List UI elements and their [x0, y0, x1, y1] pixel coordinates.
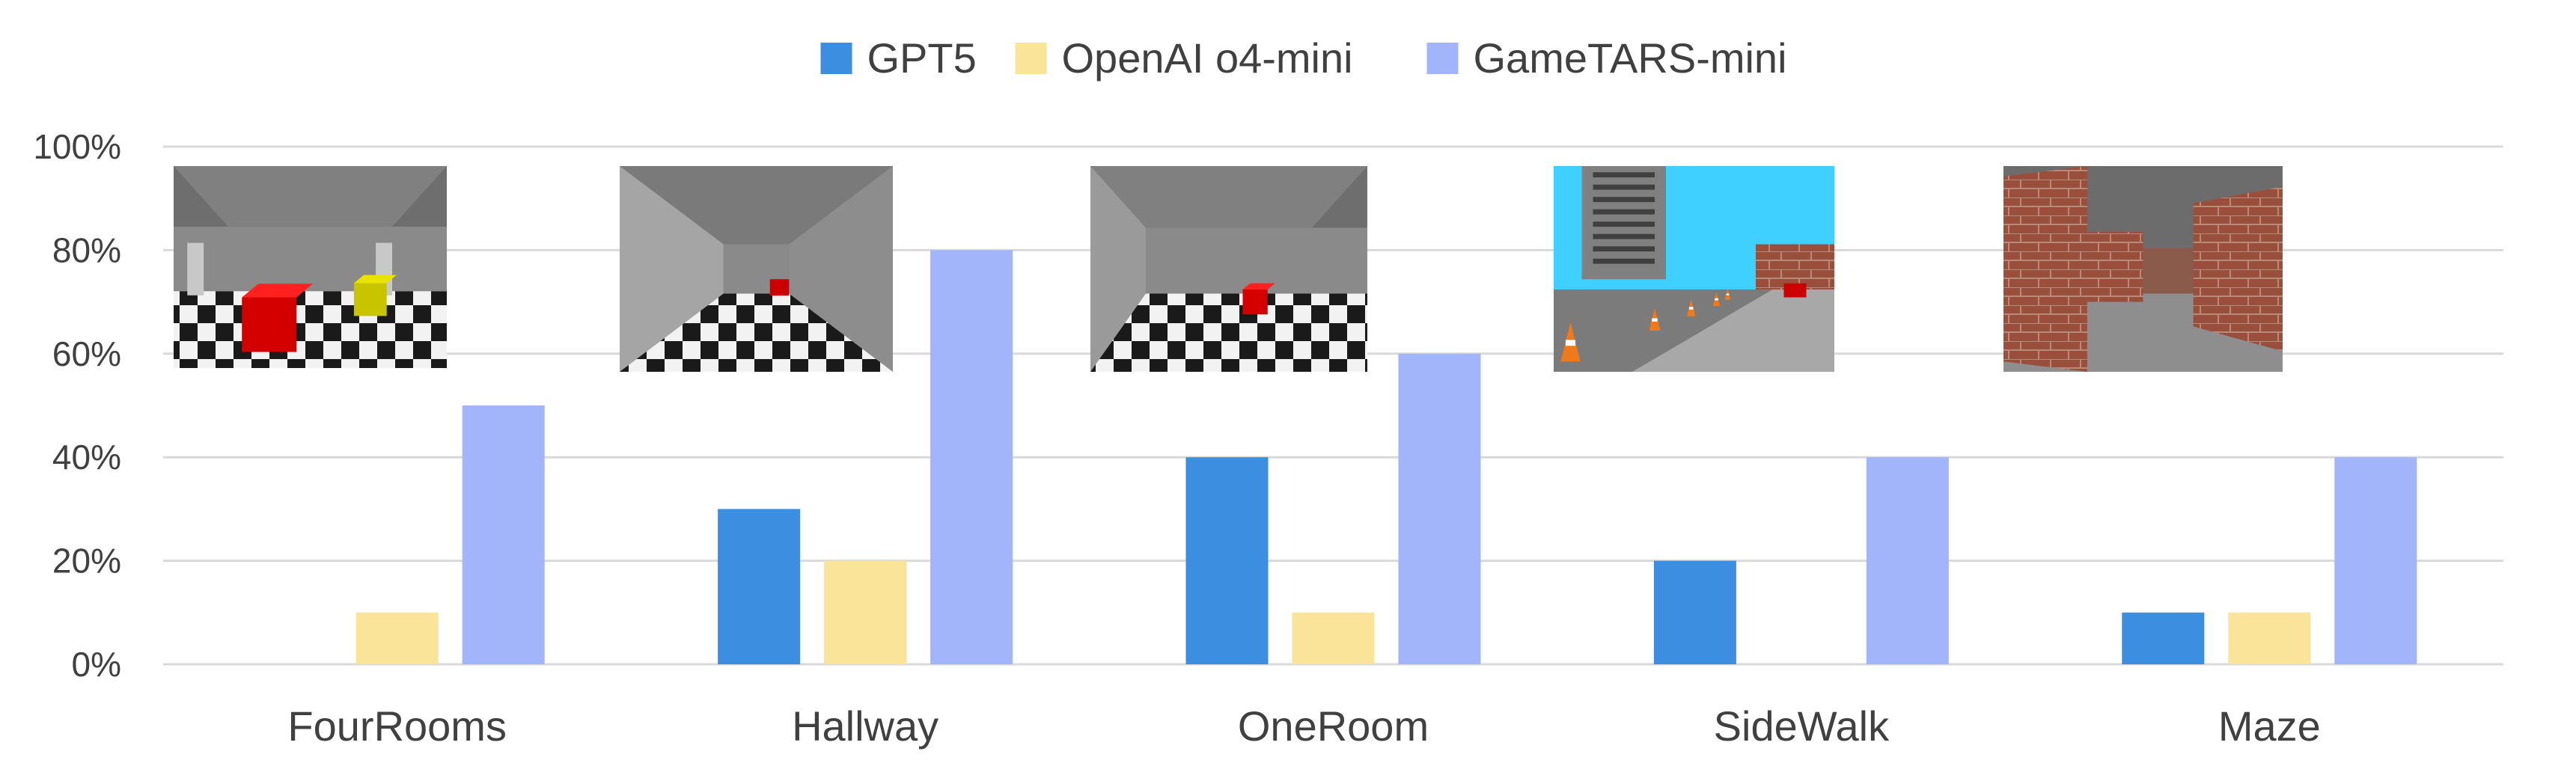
- category-label: Hallway: [792, 702, 938, 750]
- legend: GPT5 OpenAI o4-mini GameTARS-mini: [820, 34, 1787, 82]
- bars: [355, 250, 2417, 664]
- legend-swatch: [1015, 43, 1047, 74]
- room-scene-icon: [1090, 166, 1367, 372]
- y-tick-label: 0%: [72, 645, 121, 684]
- bar-gametars-mini-fourrooms: [462, 405, 545, 664]
- legend-label: OpenAI o4-mini: [1062, 34, 1353, 82]
- hallway-scene-icon: [620, 166, 893, 372]
- category-label: Maze: [2218, 702, 2321, 750]
- legend-swatch: [820, 43, 852, 74]
- y-tick-label: 80%: [52, 230, 121, 269]
- x-axis: FourRooms Hallway OneRoom SideWalk Maze: [287, 702, 2320, 750]
- scene-thumbnails: [174, 166, 2283, 372]
- category-label: OneRoom: [1238, 702, 1429, 750]
- bar-openai-o4-mini-hallway: [824, 560, 907, 664]
- legend-label: GameTARS-mini: [1474, 34, 1787, 82]
- bar-openai-o4-mini-oneroom: [1292, 612, 1375, 664]
- category-label: SideWalk: [1714, 702, 1890, 750]
- bar-gpt5-maze: [2122, 612, 2205, 664]
- room-scene-icon: [174, 166, 447, 368]
- bar-gametars-mini-hallway: [930, 250, 1013, 664]
- y-tick-label: 60%: [52, 334, 121, 373]
- bar-openai-o4-mini-fourrooms: [355, 612, 439, 664]
- bar-gametars-mini-maze: [2334, 457, 2417, 664]
- y-tick-label: 40%: [52, 438, 121, 477]
- y-tick-label: 100%: [33, 127, 121, 166]
- y-axis: 0% 20% 40% 60% 80% 100%: [33, 127, 121, 684]
- bar-gametars-mini-oneroom: [1398, 353, 1481, 664]
- y-tick-label: 20%: [52, 542, 121, 581]
- legend-swatch: [1426, 43, 1459, 74]
- bar-openai-o4-mini-maze: [2228, 612, 2311, 664]
- bar-gametars-mini-sidewalk: [1866, 457, 1949, 664]
- sidewalk-scene-icon: [1554, 166, 1834, 372]
- bar-gpt5-sidewalk: [1653, 560, 1736, 664]
- category-label: FourRooms: [287, 702, 507, 750]
- bar-gpt5-hallway: [718, 509, 801, 664]
- maze-scene-icon: [2003, 166, 2283, 372]
- bar-gpt5-oneroom: [1185, 457, 1269, 664]
- legend-label: GPT5: [867, 34, 977, 82]
